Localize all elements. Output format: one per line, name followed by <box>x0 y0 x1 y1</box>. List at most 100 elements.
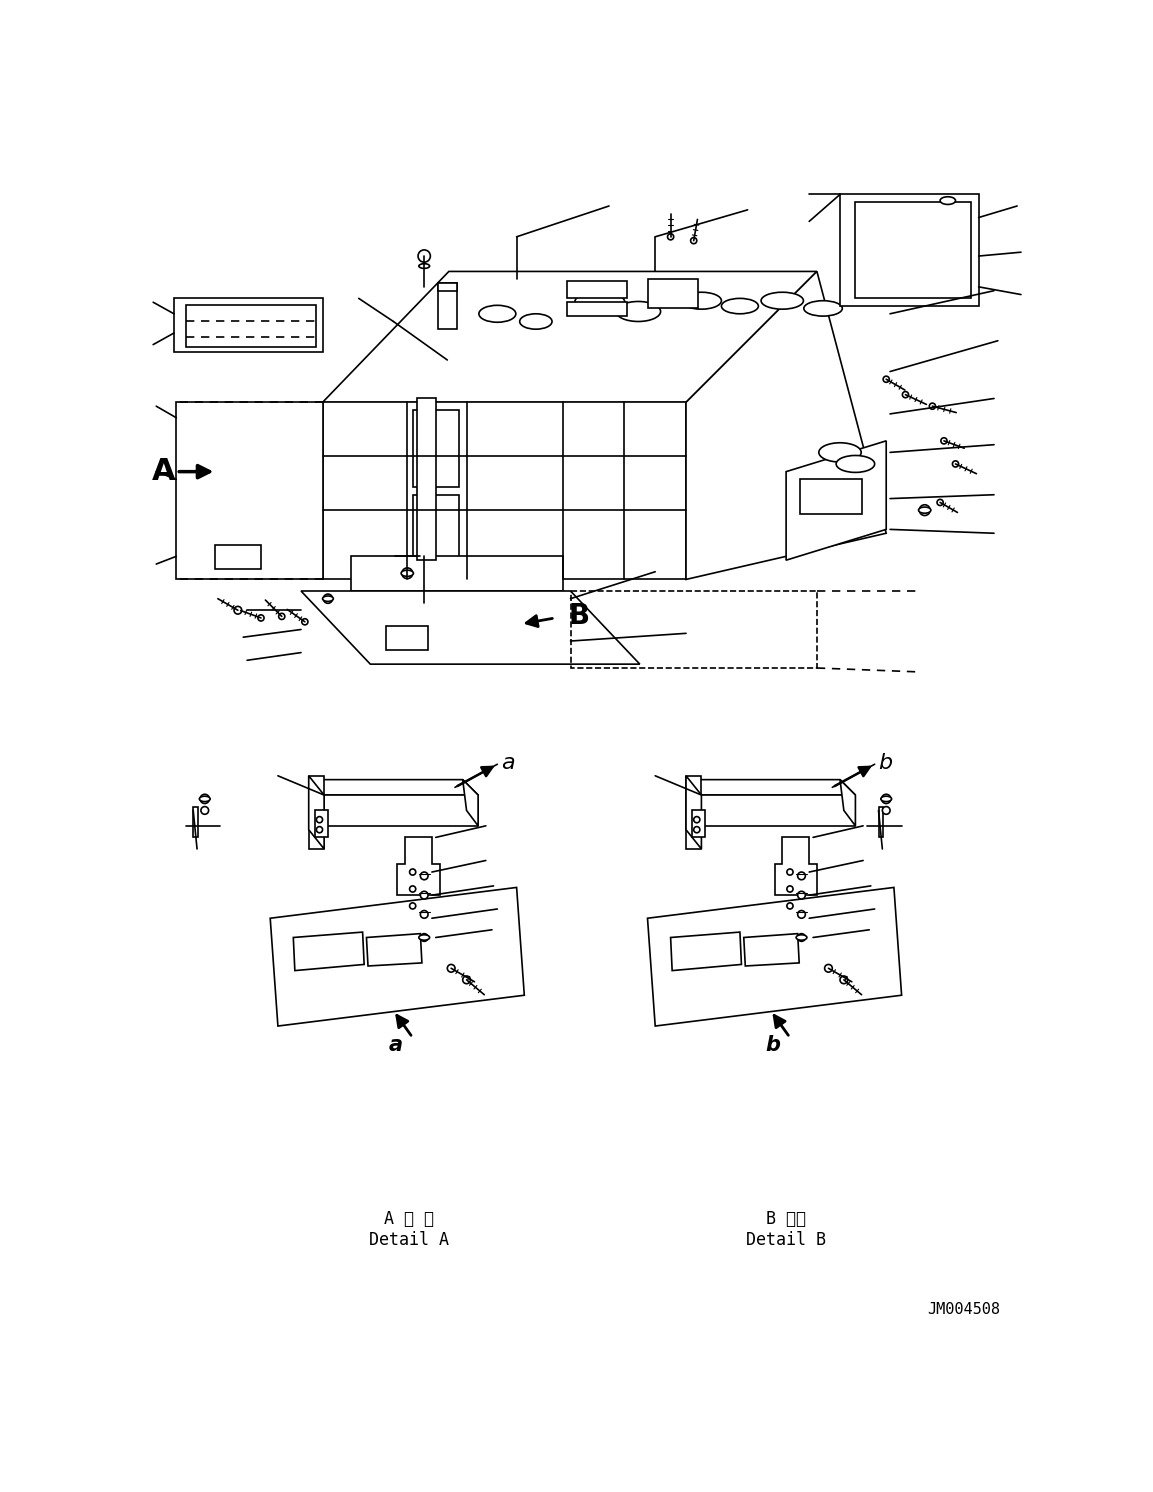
Polygon shape <box>351 557 563 591</box>
Circle shape <box>798 891 805 900</box>
Circle shape <box>941 437 947 445</box>
Ellipse shape <box>478 306 515 322</box>
Circle shape <box>316 827 323 833</box>
Polygon shape <box>324 795 478 827</box>
Circle shape <box>421 871 428 880</box>
Circle shape <box>409 903 416 909</box>
Polygon shape <box>744 934 799 965</box>
Polygon shape <box>462 780 478 827</box>
Circle shape <box>419 249 430 263</box>
Polygon shape <box>416 398 436 560</box>
Bar <box>413 410 459 486</box>
Text: b: b <box>879 752 892 773</box>
Text: B 詳細: B 詳細 <box>766 1210 806 1228</box>
Circle shape <box>421 934 428 941</box>
Circle shape <box>302 619 308 625</box>
Ellipse shape <box>323 595 333 601</box>
Ellipse shape <box>199 797 210 801</box>
Text: a: a <box>389 1035 402 1055</box>
Ellipse shape <box>574 291 625 313</box>
Circle shape <box>786 886 793 892</box>
Ellipse shape <box>616 301 661 321</box>
Circle shape <box>882 794 891 804</box>
Circle shape <box>201 794 210 804</box>
Circle shape <box>883 376 889 382</box>
Polygon shape <box>686 780 856 795</box>
Polygon shape <box>176 403 323 579</box>
Polygon shape <box>309 776 324 849</box>
Ellipse shape <box>804 301 843 316</box>
Bar <box>194 807 198 837</box>
Bar <box>567 282 627 298</box>
Bar <box>648 279 698 309</box>
Circle shape <box>798 934 805 941</box>
Circle shape <box>903 391 909 398</box>
Text: Detail B: Detail B <box>746 1231 826 1249</box>
Polygon shape <box>315 810 327 837</box>
Ellipse shape <box>796 935 807 940</box>
Circle shape <box>234 606 242 615</box>
Bar <box>438 283 457 330</box>
Bar <box>413 495 459 564</box>
Ellipse shape <box>761 292 804 309</box>
Polygon shape <box>648 888 902 1026</box>
Circle shape <box>929 403 935 409</box>
Polygon shape <box>841 780 856 827</box>
Circle shape <box>824 964 832 973</box>
Circle shape <box>409 886 416 892</box>
Text: A 詳 細: A 詳 細 <box>384 1210 434 1228</box>
Ellipse shape <box>401 570 414 576</box>
Text: B: B <box>568 603 590 631</box>
Polygon shape <box>686 776 701 849</box>
Polygon shape <box>692 810 706 837</box>
Circle shape <box>323 594 332 603</box>
Circle shape <box>447 964 455 973</box>
Polygon shape <box>293 932 364 971</box>
Ellipse shape <box>520 313 552 330</box>
Text: A: A <box>152 457 175 486</box>
Polygon shape <box>270 888 525 1026</box>
Bar <box>879 807 883 837</box>
Text: a: a <box>502 752 515 773</box>
Circle shape <box>258 615 264 621</box>
Ellipse shape <box>722 298 759 313</box>
Circle shape <box>841 976 847 983</box>
Ellipse shape <box>419 935 430 940</box>
Circle shape <box>694 816 700 822</box>
Circle shape <box>786 903 793 909</box>
Polygon shape <box>786 440 887 560</box>
Bar <box>800 479 861 513</box>
Polygon shape <box>301 591 640 664</box>
Ellipse shape <box>681 292 722 309</box>
Ellipse shape <box>940 197 956 204</box>
Ellipse shape <box>881 797 891 801</box>
Polygon shape <box>367 934 422 965</box>
Ellipse shape <box>819 443 861 463</box>
Circle shape <box>798 910 805 918</box>
Circle shape <box>882 807 890 815</box>
Circle shape <box>201 807 209 815</box>
Circle shape <box>279 613 285 619</box>
Circle shape <box>409 868 416 876</box>
Text: Detail A: Detail A <box>369 1231 449 1249</box>
Text: JM004508: JM004508 <box>927 1303 1000 1317</box>
Circle shape <box>919 504 930 516</box>
Polygon shape <box>174 298 323 352</box>
Bar <box>438 283 457 291</box>
Polygon shape <box>775 837 817 895</box>
Circle shape <box>402 568 413 579</box>
Circle shape <box>798 871 805 880</box>
Polygon shape <box>671 932 741 971</box>
Bar <box>567 303 627 316</box>
Circle shape <box>421 910 428 918</box>
Polygon shape <box>686 776 701 849</box>
Polygon shape <box>841 194 979 306</box>
Circle shape <box>462 976 470 983</box>
Polygon shape <box>701 795 856 827</box>
Polygon shape <box>323 403 686 579</box>
Ellipse shape <box>419 264 430 269</box>
Ellipse shape <box>919 507 930 513</box>
Polygon shape <box>398 837 439 895</box>
Circle shape <box>668 234 673 240</box>
Circle shape <box>952 461 958 467</box>
